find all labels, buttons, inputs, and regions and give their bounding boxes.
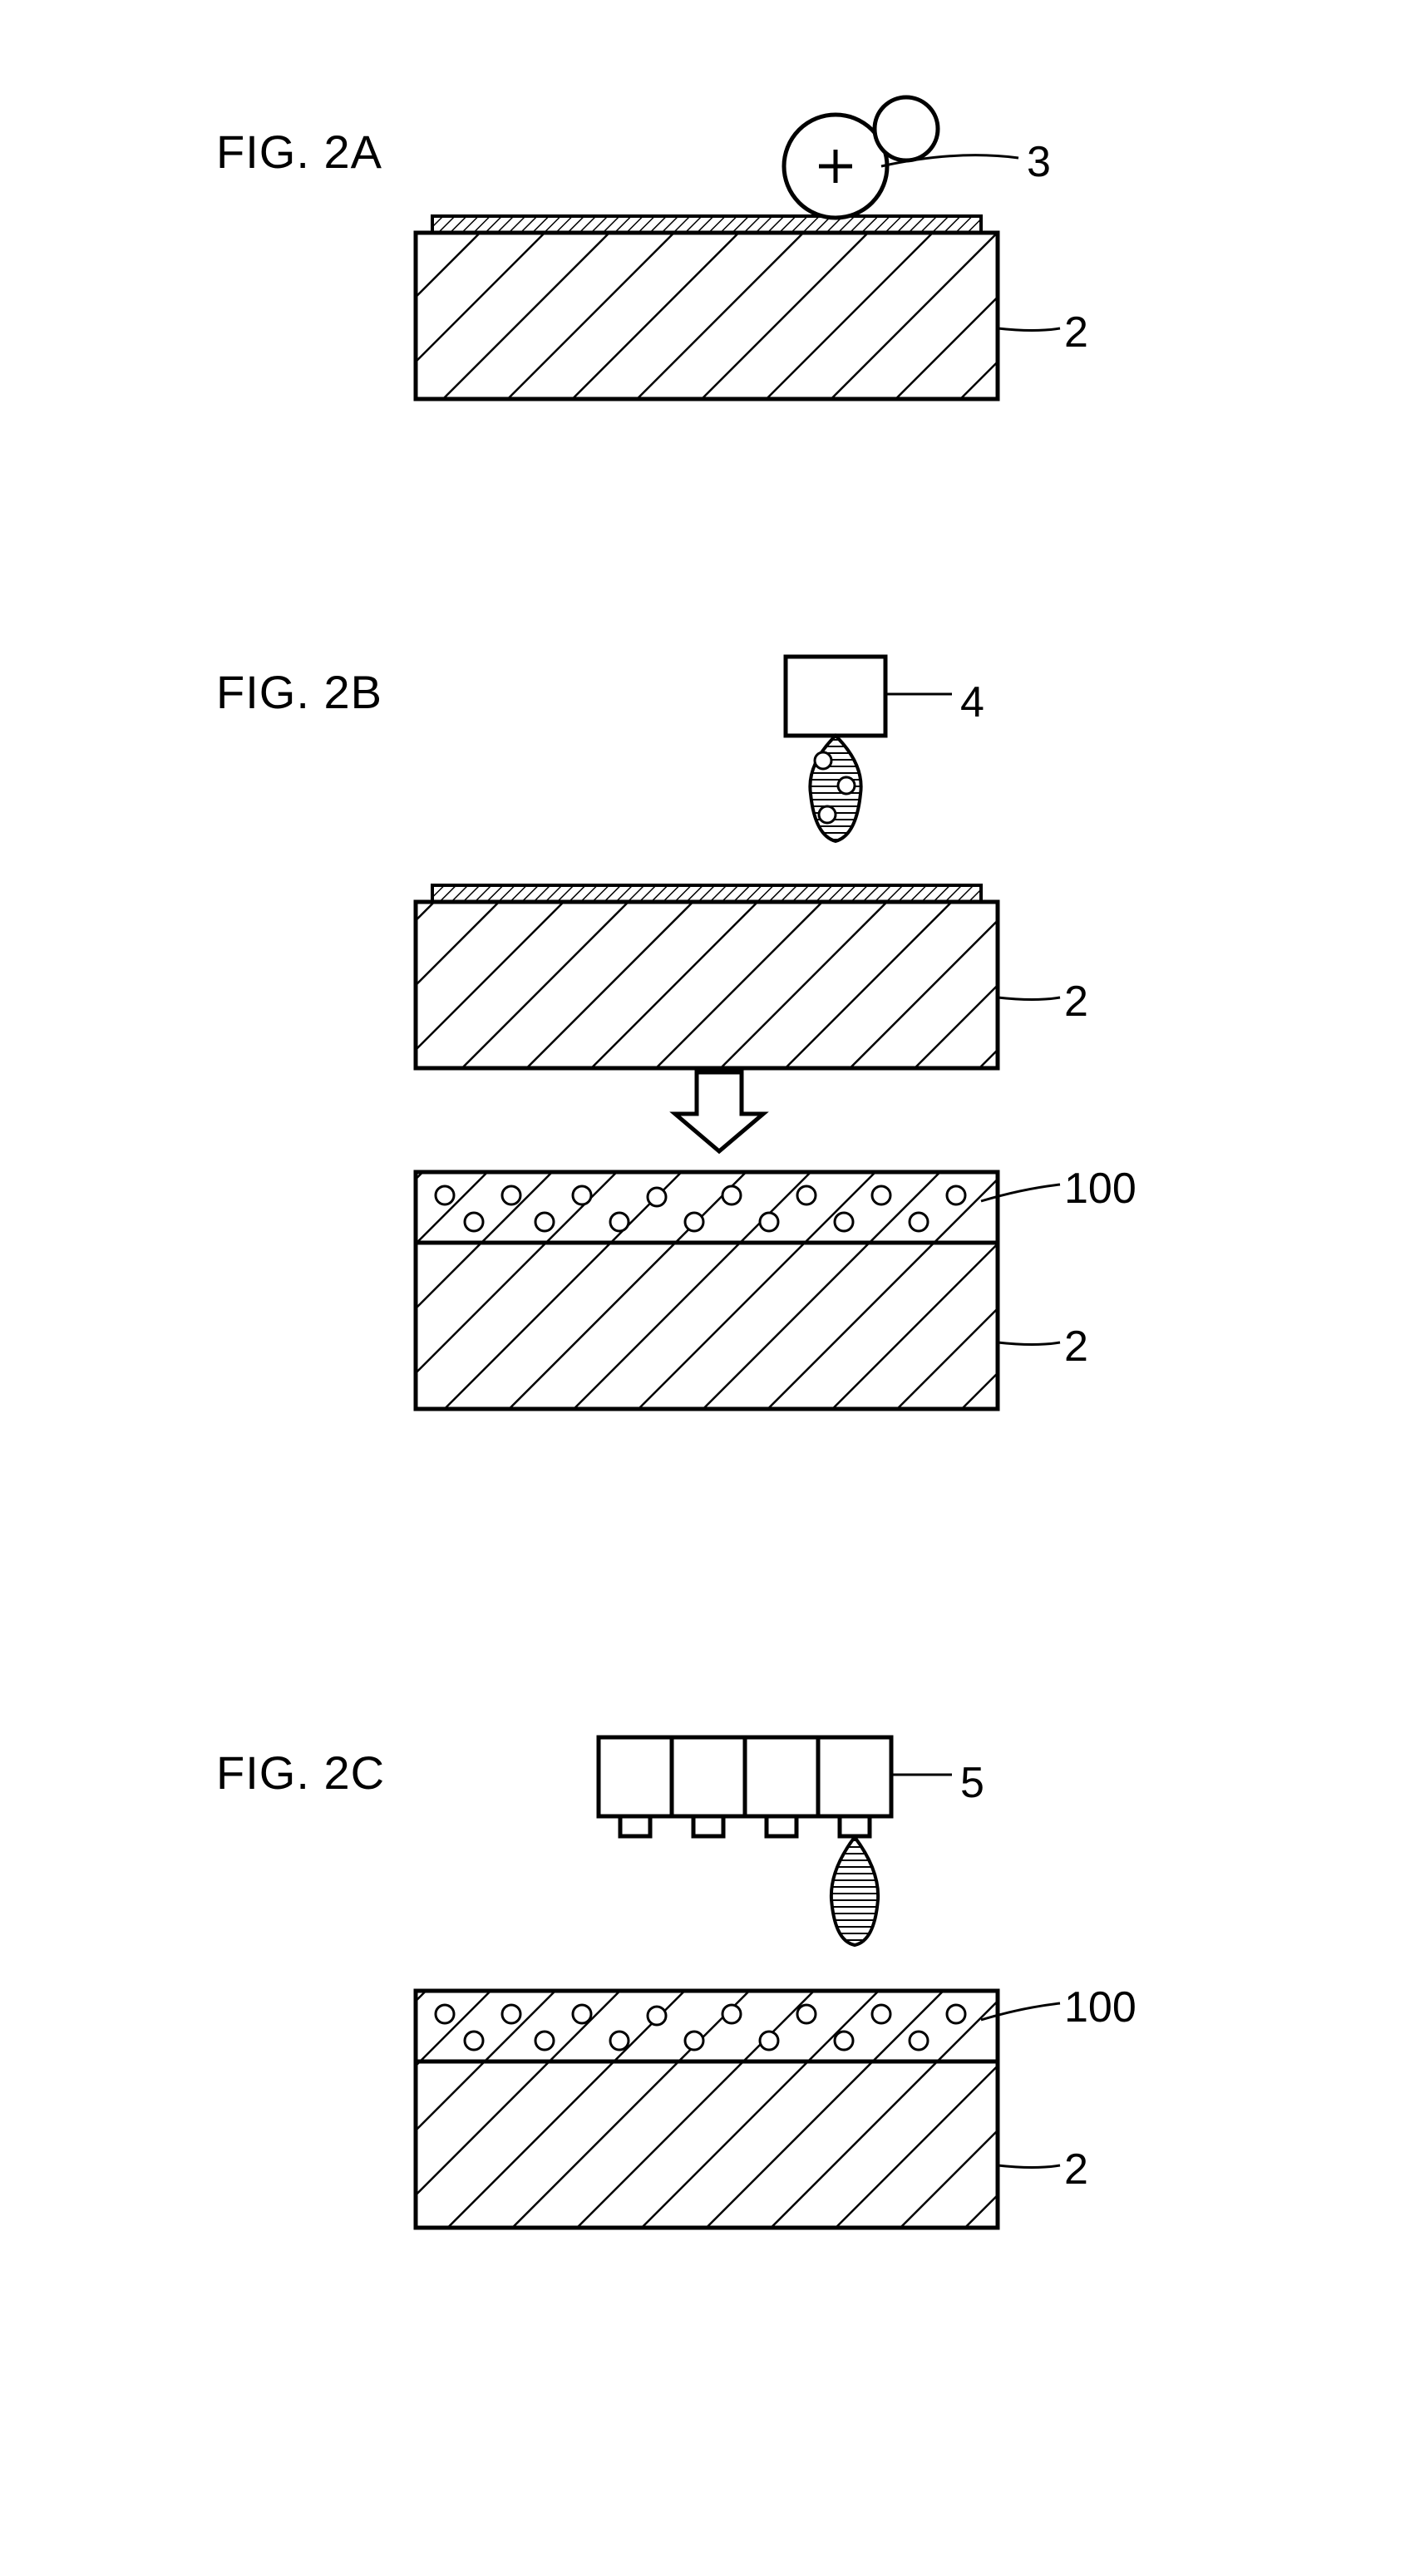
inkjet-head bbox=[599, 1737, 891, 1836]
thin-layer-2a bbox=[432, 216, 981, 233]
substrate-2b-lower bbox=[416, 1243, 998, 1409]
thin-layer-2b bbox=[432, 885, 981, 902]
drop-2c bbox=[831, 1837, 878, 1945]
fig-2b-diagram bbox=[0, 623, 1425, 1538]
callout-2-a: 2 bbox=[1064, 308, 1088, 357]
callout-100-c: 100 bbox=[1064, 1982, 1137, 2032]
callout-2-b1: 2 bbox=[1064, 977, 1088, 1027]
callout-2-b2: 2 bbox=[1064, 1322, 1088, 1372]
layer-100-c bbox=[416, 1991, 998, 2061]
roller-small bbox=[875, 97, 938, 160]
layer-100-b bbox=[416, 1172, 998, 1243]
arrow-down bbox=[675, 1072, 763, 1151]
substrate-2c bbox=[416, 2061, 998, 2228]
nozzle-box bbox=[786, 657, 885, 736]
page: FIG. 2A 3 2 FIG. 2B bbox=[0, 0, 1425, 2576]
fig-2a-diagram bbox=[0, 0, 1425, 499]
substrate-2a bbox=[416, 233, 998, 399]
callout-5: 5 bbox=[960, 1758, 984, 1808]
fig-2c-diagram bbox=[0, 1704, 1425, 2452]
substrate-2b-upper bbox=[416, 902, 998, 1068]
callout-100-b: 100 bbox=[1064, 1164, 1137, 1214]
callout-4: 4 bbox=[960, 677, 984, 727]
callout-2-c: 2 bbox=[1064, 2145, 1088, 2194]
callout-3: 3 bbox=[1027, 137, 1051, 187]
